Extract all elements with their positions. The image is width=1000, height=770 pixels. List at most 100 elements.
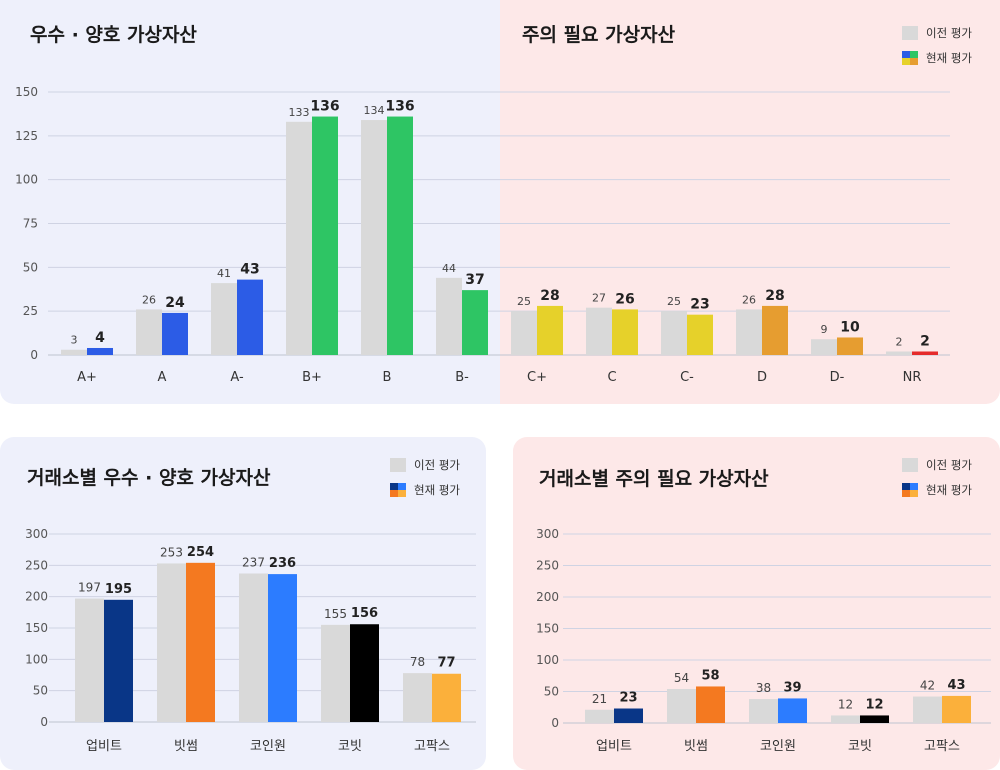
y-tick-label: 100	[536, 653, 559, 667]
exchange-warn-title: 거래소별 주의 필요 가상자산	[539, 468, 769, 490]
bar-prev	[136, 309, 162, 355]
data-label-cur: 23	[690, 297, 709, 313]
x-tick-label: 코인원	[760, 739, 796, 754]
bar-cur	[350, 624, 379, 722]
x-tick-label: C	[607, 370, 616, 385]
x-tick-label: D	[757, 370, 767, 385]
bar-prev	[736, 309, 762, 355]
x-tick-label: B	[383, 370, 392, 385]
bar-prev	[75, 598, 104, 722]
bar-cur	[186, 562, 215, 722]
y-tick-label: 50	[23, 260, 38, 274]
x-tick-label: 빗썸	[174, 739, 198, 754]
data-label-prev: 3	[71, 334, 78, 347]
data-label-prev: 253	[160, 545, 183, 559]
bar-prev	[586, 307, 612, 355]
legend-prev-label: 이전 평가	[414, 458, 460, 472]
bar-cur	[432, 673, 461, 722]
y-tick-label: 150	[536, 622, 559, 636]
x-tick-label: B-	[455, 370, 469, 385]
data-label-cur: 195	[105, 582, 132, 597]
bar-cur	[837, 337, 863, 355]
x-tick-label: 코인원	[250, 739, 286, 754]
bar-prev	[511, 311, 537, 355]
data-label-prev: 21	[592, 692, 607, 706]
bar-prev	[749, 699, 778, 723]
data-label-prev: 25	[667, 295, 681, 308]
data-label-cur: 58	[701, 668, 719, 683]
legend-prev-swatch	[902, 458, 918, 472]
bar-cur	[87, 347, 113, 355]
exchange-good-chart: 0 50 100 150 200 250 300 197 195 업비트 253 254 빗썸 237 23…	[25, 527, 476, 754]
bar-prev	[831, 715, 860, 723]
y-tick-label: 150	[25, 621, 48, 635]
exchange-good-title: 거래소별 우수 · 양호 가상자산	[27, 467, 271, 489]
legend-prev-label: 이전 평가	[926, 458, 972, 472]
y-tick-label: 100	[15, 173, 38, 187]
data-label-prev: 78	[410, 655, 425, 669]
x-tick-label: 코빗	[848, 739, 872, 754]
data-label-cur: 28	[540, 288, 559, 304]
x-tick-label: B+	[302, 370, 322, 385]
bar-cur	[912, 351, 938, 355]
legend-prev-label: 이전 평가	[926, 26, 972, 40]
data-label-cur: 26	[615, 291, 634, 307]
y-tick-label: 50	[544, 685, 559, 699]
x-tick-label: 코빗	[338, 739, 362, 754]
x-tick-label: NR	[903, 370, 922, 385]
legend-prev: 이전 평가	[902, 26, 972, 40]
data-label-prev: 44	[442, 262, 456, 275]
bar-prev	[361, 120, 387, 355]
x-tick-label: D-	[830, 370, 845, 385]
legend-bottom-left: 이전 평가 현재 평가	[390, 458, 460, 508]
data-label-prev: 27	[592, 292, 606, 305]
bar-prev	[61, 349, 87, 355]
data-label-prev: 237	[242, 555, 265, 569]
data-label-cur: 2	[920, 333, 930, 349]
data-label-prev: 42	[920, 679, 935, 693]
data-label-cur: 236	[269, 556, 296, 571]
bar-prev	[286, 121, 312, 355]
x-tick-label: 고팍스	[414, 739, 450, 754]
data-label-cur: 77	[437, 656, 455, 671]
x-tick-label: 고팍스	[924, 739, 960, 754]
bar-prev	[239, 573, 268, 722]
y-tick-label: 200	[25, 590, 48, 604]
data-label-prev: 133	[289, 106, 310, 119]
bar-cur	[162, 312, 188, 355]
legend-cur: 현재 평가	[390, 483, 460, 497]
legend-prev-swatch	[902, 26, 918, 40]
bar-prev	[667, 688, 696, 723]
data-label-prev: 9	[821, 323, 828, 336]
bar-prev	[403, 673, 432, 722]
x-tick-label: A+	[77, 370, 97, 385]
legend-cur-swatch	[390, 483, 406, 497]
bar-prev	[436, 277, 462, 355]
x-tick-label: 업비트	[596, 739, 632, 754]
bar-cur	[537, 305, 563, 355]
data-label-prev: 54	[674, 671, 689, 685]
data-label-prev: 38	[756, 681, 771, 695]
x-tick-label: 빗썸	[684, 739, 708, 754]
bar-cur	[104, 599, 133, 722]
warn-assets-title: 주의 필요 가상자산	[522, 24, 676, 46]
y-tick-label: 50	[33, 684, 48, 698]
x-tick-label: A-	[230, 370, 244, 385]
good-assets-title: 우수 · 양호 가상자산	[30, 24, 197, 46]
legend-cur-label: 현재 평가	[414, 483, 460, 497]
data-label-prev: 25	[517, 295, 531, 308]
legend-bottom-right: 이전 평가 현재 평가	[902, 458, 972, 508]
data-label-cur: 136	[385, 99, 414, 115]
legend-prev-swatch	[390, 458, 406, 472]
bar-prev	[585, 709, 614, 723]
data-label-cur: 39	[783, 680, 801, 695]
x-tick-label: C+	[527, 370, 547, 385]
bar-cur	[268, 574, 297, 722]
bar-prev	[913, 696, 942, 723]
bar-cur	[612, 309, 638, 355]
y-tick-label: 200	[536, 590, 559, 604]
legend-cur: 현재 평가	[902, 51, 972, 65]
bar-cur	[312, 116, 338, 356]
data-label-cur: 28	[765, 288, 784, 304]
